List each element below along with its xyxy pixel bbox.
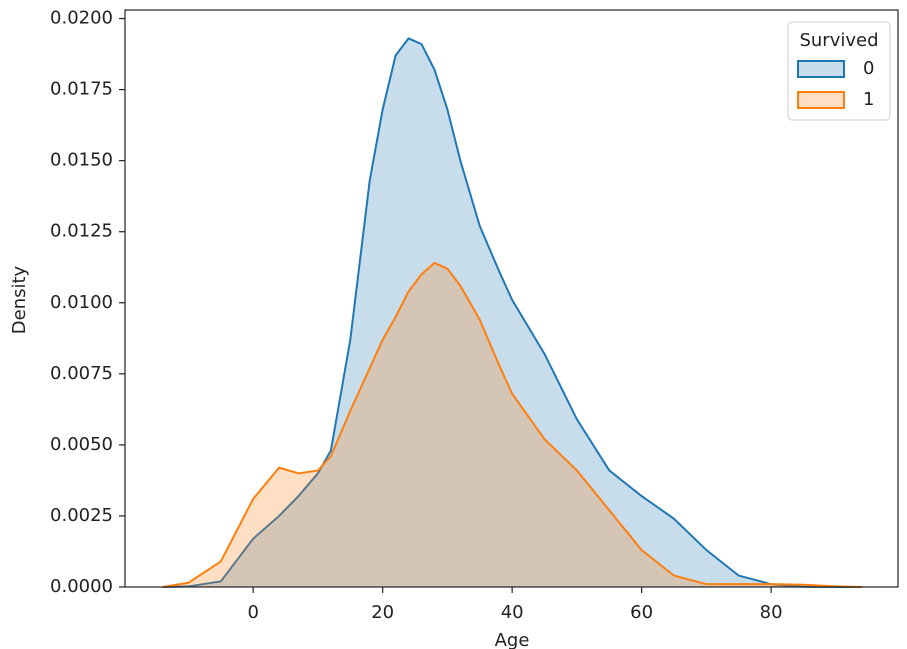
legend-label: 0 [863,58,874,79]
x-axis-label: Age [495,630,530,649]
y-tick-label: 0.0175 [50,79,113,100]
x-tick-label: 80 [760,602,783,623]
density-line [162,261,862,588]
y-tick-label: 0.0150 [50,150,113,171]
density-area [162,262,862,587]
legend-label: 1 [863,89,874,110]
legend-box [787,21,891,121]
x-tick-label: 0 [247,602,258,623]
y-tick-label: 0.0050 [50,434,113,455]
y-axis-label: Density [9,265,30,334]
legend-swatch [797,60,845,78]
legend-title: Survived [799,30,878,51]
x-tick-label: 20 [371,602,394,623]
x-tick-label: 60 [630,602,653,623]
x-tick-label: 40 [501,602,524,623]
y-tick-label: 0.0025 [50,505,113,526]
legend-swatch [797,91,845,109]
y-tick-label: 0.0000 [50,576,113,597]
y-tick-label: 0.0200 [50,8,113,29]
plot-frame [124,9,899,588]
density-line [162,37,862,588]
y-tick-label: 0.0125 [50,221,113,242]
y-tick-label: 0.0100 [50,292,113,313]
y-tick-label: 0.0075 [50,363,113,384]
density-area [162,38,862,588]
